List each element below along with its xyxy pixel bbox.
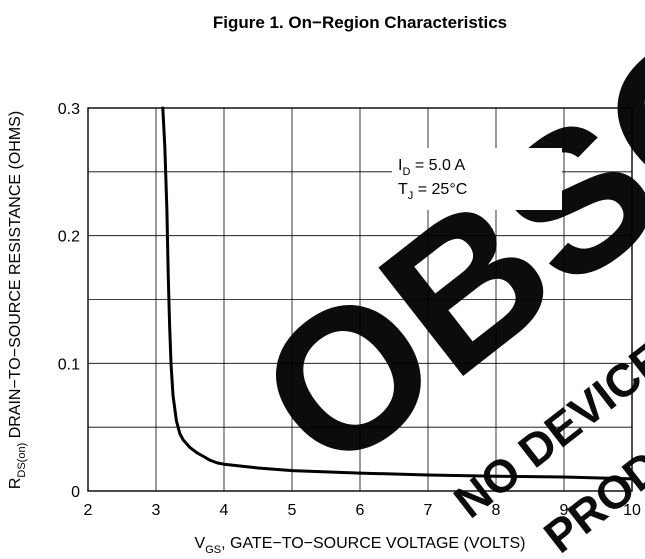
annotation-id: ID = 5.0 A	[398, 157, 465, 178]
x-tick-label: 6	[356, 502, 365, 519]
y-tick-labels: 0 0.1 0.2 0.3	[58, 101, 80, 501]
x-tick-label: 4	[220, 502, 229, 519]
x-tick-label: 9	[560, 502, 569, 519]
x-tick-label: 2	[84, 502, 93, 519]
y-tick-label: 0.2	[58, 229, 80, 246]
y-tick-label: 0	[71, 484, 80, 501]
x-tick-label: 10	[623, 502, 641, 519]
y-axis-label: RDS(on) DRAIN−TO−SOURCE RESISTANCE (OHMS…	[7, 111, 28, 489]
annotation-background	[392, 148, 562, 210]
x-axis-label: VGS, GATE−TO−SOURCE VOLTAGE (VOLTS)	[195, 535, 526, 556]
x-tick-label: 5	[288, 502, 297, 519]
y-tick-label: 0.3	[58, 101, 80, 118]
x-tick-labels: 2 3 4 5 6 7 8 9 10	[84, 502, 641, 519]
annotation-tj: TJ = 25°C	[398, 181, 467, 202]
x-tick-label: 8	[492, 502, 501, 519]
x-tick-label: 3	[152, 502, 161, 519]
y-tick-label: 0.1	[58, 356, 80, 373]
series-line	[161, 106, 634, 481]
x-tick-label: 7	[424, 502, 433, 519]
plot-frame	[87, 107, 633, 492]
chart-title: Figure 1. On−Region Characteristics	[213, 13, 507, 32]
